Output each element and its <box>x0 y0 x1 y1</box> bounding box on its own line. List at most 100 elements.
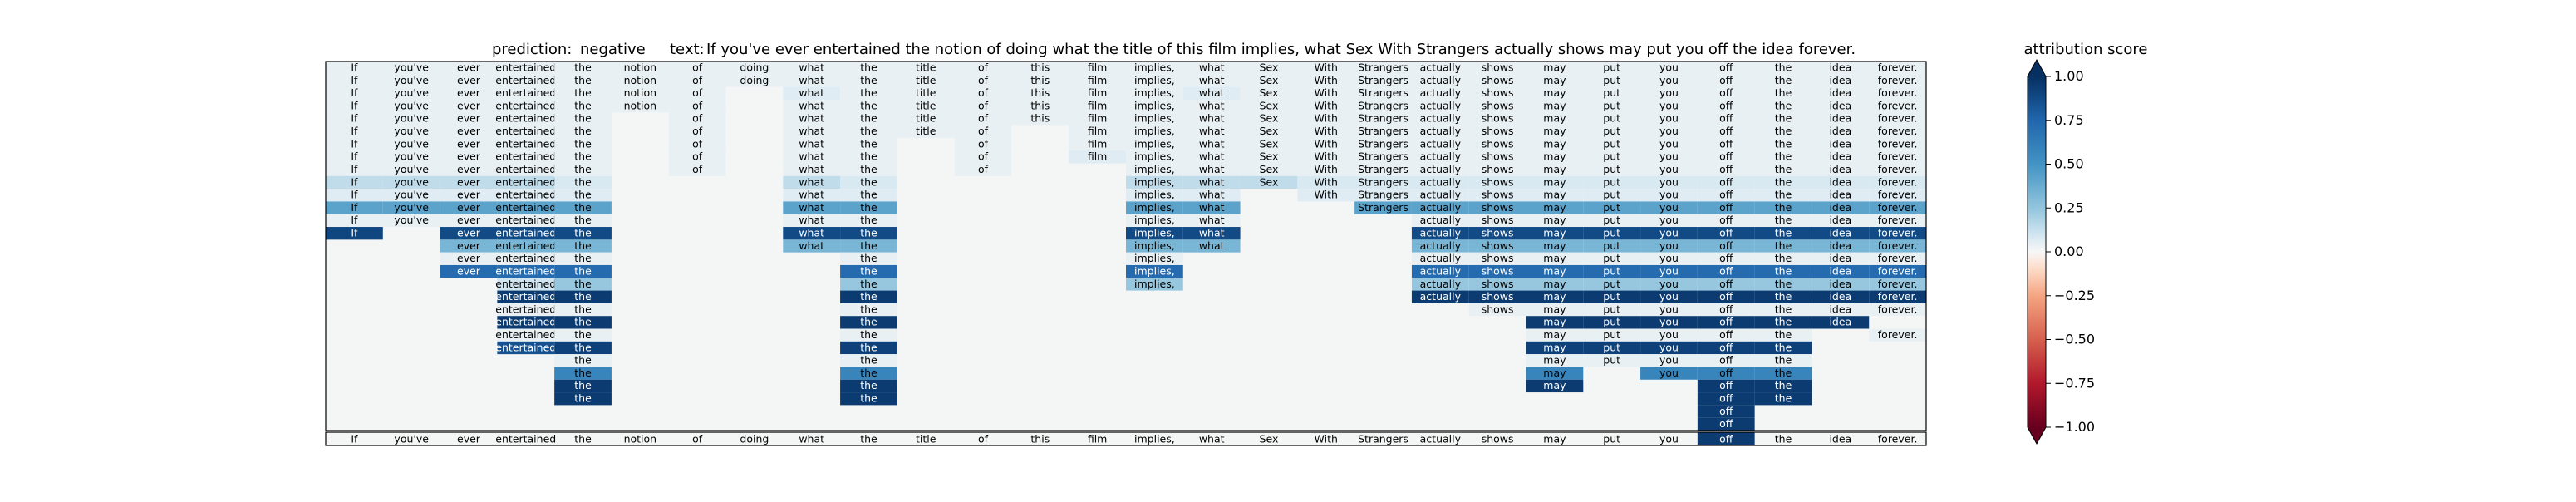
heatmap-cell <box>440 137 498 151</box>
token-label: the <box>1775 137 1792 150</box>
token-label: shows <box>1482 189 1514 201</box>
token-label: you <box>1659 189 1679 201</box>
heatmap-cell <box>1126 86 1183 100</box>
heatmap-cell <box>1754 303 1812 317</box>
heatmap-cell <box>1126 74 1183 87</box>
heatmap-cell <box>1354 150 1412 164</box>
heatmap-cell <box>554 125 612 138</box>
heatmap-cell <box>840 227 897 240</box>
token-label: Sex <box>1260 125 1279 137</box>
heatmap-cell <box>440 201 498 214</box>
title-prediction-value: negative <box>580 41 646 58</box>
token-label: what <box>1199 163 1225 175</box>
token-label: put <box>1603 175 1620 188</box>
token-label: the <box>1775 74 1792 86</box>
token-label: With <box>1315 61 1338 73</box>
token-label: With <box>1315 150 1338 163</box>
token-label: actually <box>1420 150 1462 163</box>
token-label: entertained <box>495 163 556 175</box>
token-label: put <box>1603 264 1620 277</box>
token-label: idea <box>1829 239 1851 252</box>
heatmap-cell <box>1640 112 1698 126</box>
heatmap-cell <box>1697 379 1755 393</box>
heatmap-cell <box>840 99 897 113</box>
heatmap-cell <box>668 112 726 126</box>
heatmap-cell <box>1697 227 1755 240</box>
token-label: off <box>1719 137 1733 150</box>
heatmap-cell <box>1126 175 1183 189</box>
heatmap-cell <box>554 278 612 291</box>
heatmap-cell <box>897 74 955 87</box>
heatmap-cell <box>1583 214 1641 228</box>
token-label: the <box>860 137 878 150</box>
heatmap-cell <box>1869 150 1926 164</box>
baseline-token-label: shows <box>1482 432 1514 445</box>
token-label: the <box>860 278 878 290</box>
heatmap-cell <box>554 86 612 100</box>
heatmap-cell <box>1411 278 1469 291</box>
token-label: the <box>574 252 592 264</box>
token-label: of <box>692 137 703 150</box>
heatmap-cell <box>1697 264 1755 278</box>
heatmap-cell <box>326 150 383 164</box>
token-label: the <box>860 392 878 405</box>
token-label: put <box>1603 150 1620 163</box>
token-label: ever <box>457 112 481 125</box>
heatmap-cell <box>1297 175 1355 189</box>
heatmap-cell <box>1583 328 1641 342</box>
heatmap-cell <box>1754 278 1812 291</box>
title-text-label: text: <box>670 41 705 58</box>
heatmap-cell <box>840 201 897 214</box>
token-label: entertained <box>495 341 556 353</box>
token-label: Sex <box>1260 150 1279 163</box>
heatmap-cell <box>382 201 440 214</box>
token-label: forever. <box>1878 74 1918 86</box>
token-label: may <box>1543 239 1566 252</box>
token-label: you <box>1659 290 1679 303</box>
baseline-token-label: title <box>916 432 937 445</box>
heatmap-cell <box>1640 303 1698 317</box>
colorbar: −1.00 −0.75 −0.50 −0.25 0.00 0.25 0.50 0.75 1.00 <box>2027 58 2095 445</box>
heatmap-cell <box>1468 62 1526 75</box>
heatmap-cell <box>840 112 897 126</box>
token-label: put <box>1603 125 1620 137</box>
heatmap-cell <box>1583 74 1641 87</box>
heatmap-cell <box>1182 62 1241 75</box>
token-label: may <box>1543 125 1566 137</box>
heatmap-cell <box>1411 175 1469 189</box>
token-label: Strangers <box>1358 74 1408 86</box>
token-label: idea <box>1829 252 1851 264</box>
heatmap-cell <box>1812 239 1870 253</box>
heatmap-cell <box>554 74 612 87</box>
token-label: the <box>574 264 592 277</box>
heatmap-cell <box>668 74 726 87</box>
heatmap-cell <box>1240 99 1298 113</box>
heatmap-cell <box>954 163 1012 176</box>
token-label: idea <box>1829 214 1851 226</box>
token-label: forever. <box>1878 328 1918 341</box>
token-label: entertained <box>495 328 556 341</box>
heatmap-cell <box>1468 264 1526 278</box>
baseline-token-label: the <box>574 432 592 445</box>
token-label: off <box>1719 354 1733 367</box>
heatmap-cell <box>554 316 612 329</box>
heatmap-cell <box>1240 86 1298 100</box>
token-label: the <box>574 163 592 175</box>
token-label: this <box>1030 74 1050 86</box>
token-label: the <box>574 239 592 252</box>
heatmap-cell <box>1754 264 1812 278</box>
token-label: the <box>860 227 878 239</box>
token-label: of <box>692 112 703 125</box>
heatmap-cell <box>1640 189 1698 202</box>
heatmap-cell <box>1754 252 1812 265</box>
heatmap-cell <box>668 62 726 75</box>
token-label: implies, <box>1134 99 1175 111</box>
heatmap-cell <box>554 201 612 214</box>
token-label: this <box>1030 86 1050 99</box>
token-label: off <box>1719 252 1733 264</box>
token-label: idea <box>1829 137 1851 150</box>
heatmap-cell <box>1697 137 1755 151</box>
heatmap-cell <box>668 137 726 151</box>
baseline-token-label: If <box>351 432 358 445</box>
